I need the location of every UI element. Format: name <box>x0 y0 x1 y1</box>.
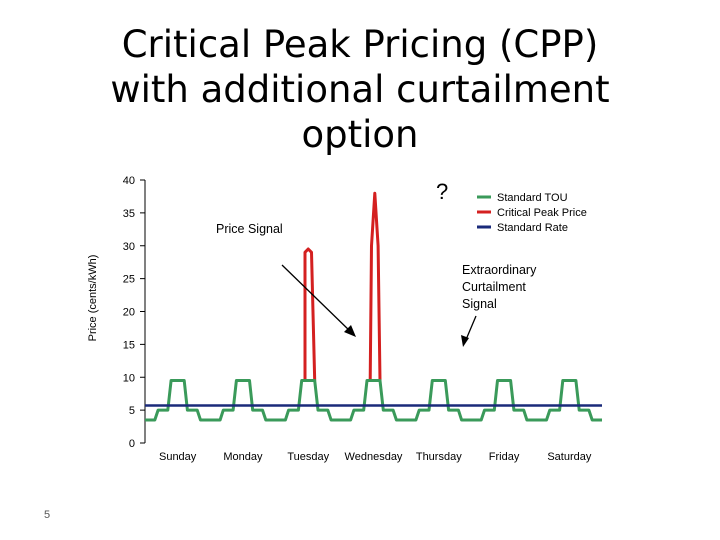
x-tick-label: Monday <box>223 451 263 463</box>
annotation-curtailment-line-2: Curtailment <box>462 280 526 294</box>
annotation-question-mark: ? <box>436 179 448 204</box>
x-tick-label: Friday <box>489 451 520 463</box>
y-tick-label: 10 <box>123 372 135 384</box>
legend-label-rate: Standard Rate <box>497 222 568 234</box>
price-signal-arrowhead <box>344 325 356 337</box>
y-axis-label: Price (cents/kWh) <box>87 255 99 342</box>
annotation-price-signal: Price Signal <box>216 222 283 236</box>
y-tick-label: 35 <box>123 208 135 220</box>
y-tick-label: 5 <box>129 405 135 417</box>
y-tick-label: 30 <box>123 241 135 253</box>
page-number: 5 <box>44 509 51 521</box>
annotation-curtailment-line-1: Extraordinary <box>462 263 537 277</box>
x-tick-label: Saturday <box>547 451 592 463</box>
annotation-curtailment-line-3: Signal <box>462 297 497 311</box>
title-line-2: with additional curtailment <box>110 68 610 111</box>
x-tick-label: Tuesday <box>287 451 329 463</box>
x-tick-label: Wednesday <box>345 451 403 463</box>
legend-label-tou: Standard TOU <box>497 192 568 204</box>
y-tick-label: 40 <box>123 175 135 187</box>
series-layer <box>145 191 602 422</box>
price-signal-arrow <box>281 264 353 334</box>
series-critical-peak-price <box>301 247 317 382</box>
y-tick-label: 0 <box>129 438 135 450</box>
x-tick-label: Thursday <box>416 451 462 463</box>
y-tick-label: 15 <box>123 339 135 351</box>
y-tick-label: 20 <box>123 307 135 319</box>
y-tick-label: 25 <box>123 274 135 286</box>
slide-title: Critical Peak Pricing (CPP) with additio… <box>60 22 660 157</box>
legend: Standard TOU Critical Peak Price Standar… <box>477 192 587 234</box>
curtailment-arrowhead <box>461 335 469 347</box>
title-line-1: Critical Peak Pricing (CPP) <box>121 23 599 66</box>
legend-label-cpp: Critical Peak Price <box>497 207 587 219</box>
series-critical-peak-price <box>367 191 382 382</box>
chart-axes: 0 5 10 15 20 25 30 35 40 Sunday Monday Tuesday Wedne… <box>123 175 592 463</box>
title-line-3: option <box>301 113 419 156</box>
series-standard-tou <box>145 379 602 422</box>
x-tick-label: Sunday <box>159 451 197 463</box>
